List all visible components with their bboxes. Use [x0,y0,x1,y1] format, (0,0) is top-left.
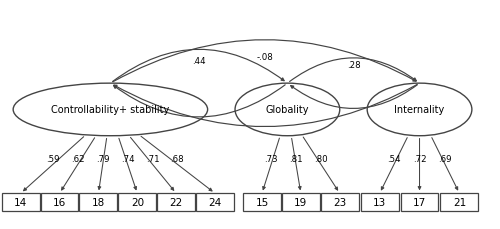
Text: 20: 20 [131,197,144,207]
Text: Internality: Internality [394,105,444,115]
Bar [158,194,195,211]
Bar [360,194,399,211]
Text: .68: .68 [170,154,184,163]
Text: -.08: -.08 [256,53,274,62]
Text: .28: .28 [346,61,360,70]
Text: .69: .69 [438,154,452,163]
FancyArrowPatch shape [290,85,418,109]
Bar [118,194,156,211]
FancyArrowPatch shape [113,41,416,82]
Text: .72: .72 [412,155,426,164]
Text: .54: .54 [387,154,401,163]
FancyArrowPatch shape [112,50,284,82]
Text: 21: 21 [453,197,466,207]
Text: 19: 19 [294,197,308,207]
Text: 13: 13 [373,197,386,207]
Text: 24: 24 [208,197,222,207]
Bar [243,194,281,211]
Bar [400,194,438,211]
Text: 23: 23 [333,197,346,207]
Text: .59: .59 [46,154,60,163]
Bar [196,194,234,211]
Text: .44: .44 [192,57,205,66]
Text: .73: .73 [264,155,278,164]
Text: Globality: Globality [266,105,309,115]
Bar [440,194,478,211]
Text: 16: 16 [53,197,66,207]
Text: .71: .71 [146,154,160,163]
Text: Controllability+ stability: Controllability+ stability [52,105,170,115]
FancyArrowPatch shape [290,59,416,82]
Text: 14: 14 [14,197,28,207]
Bar [40,194,78,211]
Text: .80: .80 [314,154,328,163]
Text: 15: 15 [256,197,268,207]
Text: .81: .81 [289,155,303,164]
Text: .62: .62 [71,155,85,164]
Text: .74: .74 [121,155,134,164]
Text: 22: 22 [170,197,183,207]
FancyArrowPatch shape [114,85,285,117]
Text: 17: 17 [413,197,426,207]
Text: 18: 18 [92,197,105,207]
Bar [282,194,320,211]
Bar [80,194,118,211]
Bar [321,194,358,211]
Bar [2,194,40,211]
FancyArrowPatch shape [114,85,417,127]
Text: .79: .79 [96,155,110,164]
